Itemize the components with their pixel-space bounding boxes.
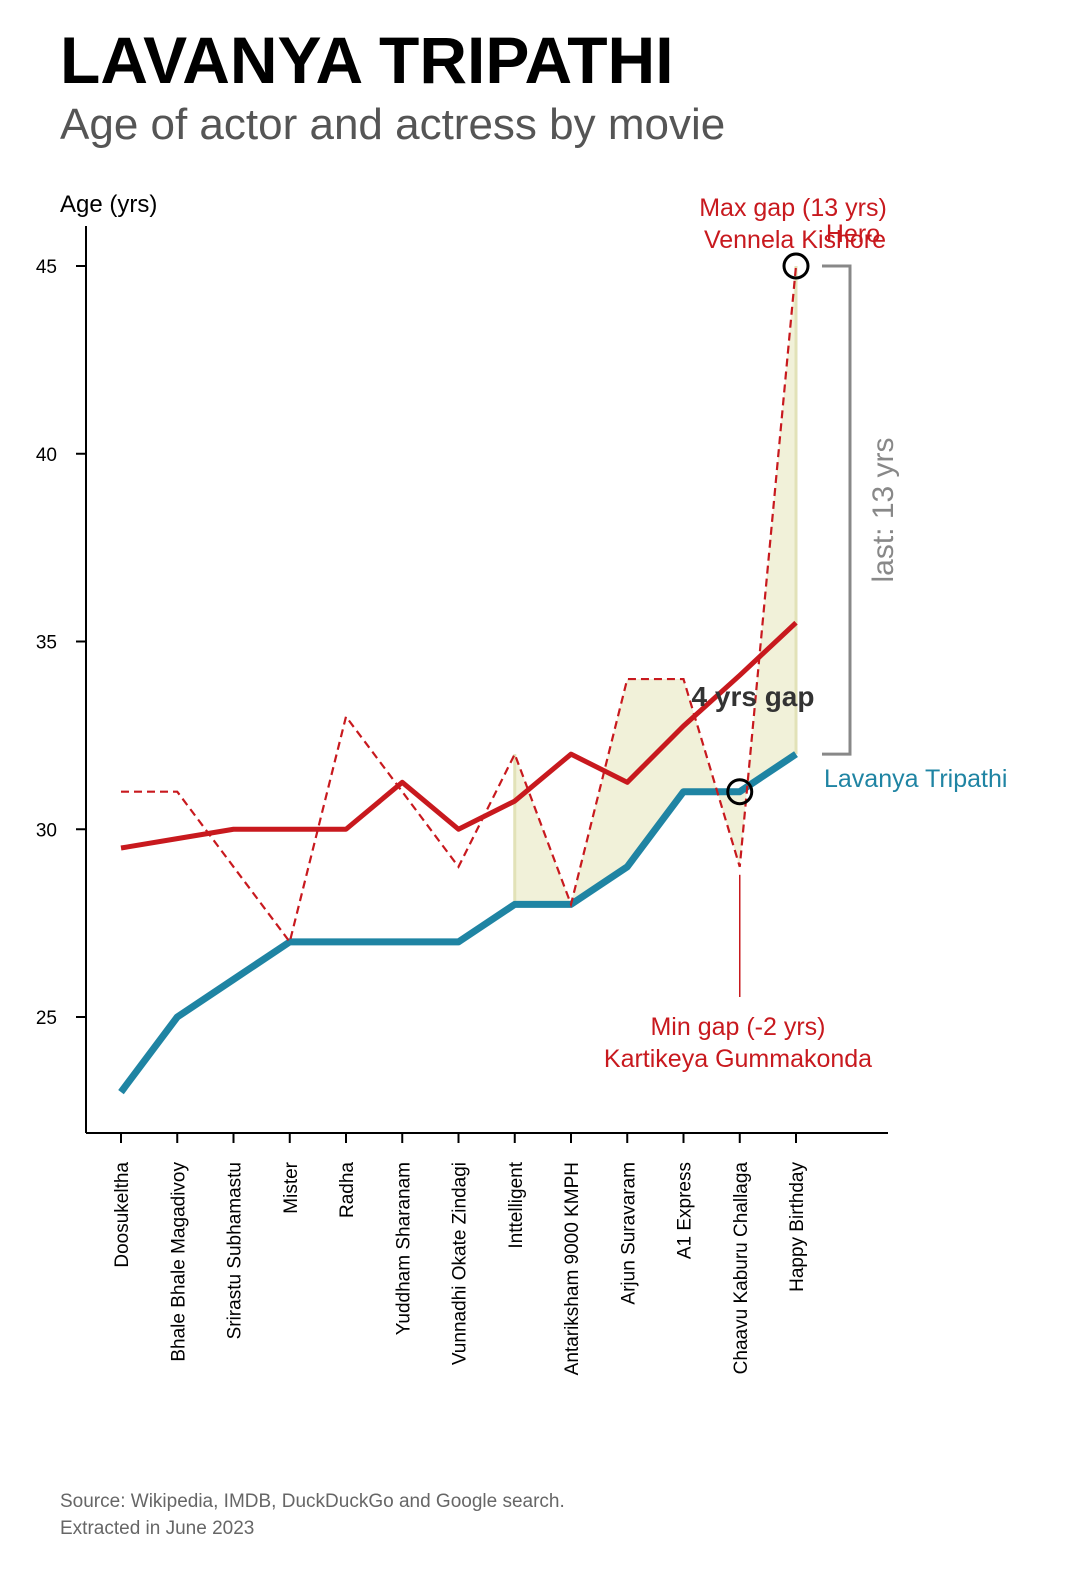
x-ticks: Doosukeltha Bhale Bhale Magadivoy Srirastu… xyxy=(112,1133,808,1375)
x-tick-label: Radha xyxy=(337,1162,358,1218)
x-tick-label: Yuddham Sharanam xyxy=(393,1162,414,1335)
x-tick-label: A1 Express xyxy=(675,1162,696,1259)
actress-age-line xyxy=(118,751,798,1095)
gap-fill-layer xyxy=(513,266,798,905)
x-tick-label: Bhale Bhale Magadivoy xyxy=(168,1162,189,1362)
x-tick-label: Arjun Suravaram xyxy=(618,1162,639,1305)
chart-title: LAVANYA TRIPATHI xyxy=(60,23,674,97)
x-tick-label: Antariksham 9000 KMPH xyxy=(562,1162,583,1375)
hero-age-line xyxy=(121,265,798,945)
source-line: Source: Wikipedia, IMDB, DuckDuckGo and … xyxy=(60,1491,565,1512)
actress-series-label: Lavanya Tripathi xyxy=(824,765,1007,793)
x-tick-label: Srirastu Subhamastu xyxy=(225,1162,246,1339)
extraction-date-line: Extracted in June 2023 xyxy=(60,1518,255,1539)
annotations: Max gap (13 yrs) Vennela Kishore Hero Mi… xyxy=(604,194,1008,1073)
gap-fill-area xyxy=(514,266,796,905)
y-ticks: 25 30 35 40 45 xyxy=(36,257,86,1029)
y-axis-label: Age (yrs) xyxy=(60,191,157,218)
hero-trend-line xyxy=(120,620,798,851)
hero-series-label: Hero xyxy=(826,220,880,248)
series-layer xyxy=(118,265,798,1095)
y-tick-label: 45 xyxy=(36,257,57,278)
x-tick-label: Vunnadhi Okate Zindagi xyxy=(450,1162,471,1365)
min-gap-marker xyxy=(726,778,754,806)
axes: Age (yrs) xyxy=(60,191,888,1134)
min-gap-label: Min gap (-2 yrs) xyxy=(650,1013,825,1041)
y-tick-label: 30 xyxy=(36,820,57,841)
x-tick-label: Happy Birthday xyxy=(787,1162,808,1292)
y-tick-label: 35 xyxy=(36,633,57,654)
max-gap-name: Vennela Kishore xyxy=(704,226,886,254)
x-tick-label: Doosukeltha xyxy=(112,1162,133,1268)
x-tick-label: Mister xyxy=(281,1161,302,1213)
max-gap-marker xyxy=(782,252,810,280)
chart-subtitle: Age of actor and actress by movie xyxy=(60,100,726,149)
y-tick-label: 40 xyxy=(36,445,57,466)
max-gap-label: Max gap (13 yrs) xyxy=(699,194,887,222)
x-tick-label: Inttelligent xyxy=(506,1161,527,1248)
mid-gap-label: 4 yrs gap xyxy=(692,681,815,712)
last-gap-label: last: 13 yrs xyxy=(867,437,900,582)
y-tick-label: 25 xyxy=(36,1008,57,1029)
x-tick-label: Chaavu Kaburu Challaga xyxy=(731,1162,752,1375)
source-note: Source: Wikipedia, IMDB, DuckDuckGo and … xyxy=(60,1488,565,1542)
min-gap-name: Kartikeya Gummakonda xyxy=(604,1045,872,1073)
last-gap-bracket xyxy=(822,264,852,756)
